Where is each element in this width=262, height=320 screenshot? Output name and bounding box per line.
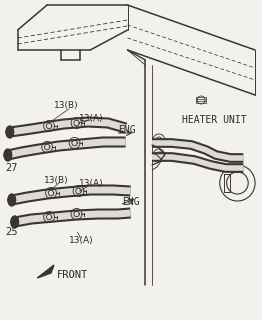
Text: 27: 27 [5, 163, 17, 173]
Ellipse shape [8, 194, 16, 206]
Ellipse shape [6, 126, 14, 138]
Text: 13(B): 13(B) [54, 100, 79, 109]
Text: 13(B): 13(B) [44, 175, 69, 185]
Text: 13(A): 13(A) [79, 114, 103, 123]
Text: HEATER UNIT: HEATER UNIT [182, 115, 246, 125]
Text: FRONT: FRONT [57, 270, 88, 280]
Text: 25: 25 [5, 227, 17, 237]
Ellipse shape [4, 149, 12, 161]
Ellipse shape [11, 216, 19, 228]
Text: ENG: ENG [122, 197, 139, 207]
Text: 13(A): 13(A) [79, 179, 103, 188]
Text: ENG: ENG [118, 125, 135, 135]
Text: 13(A): 13(A) [69, 236, 93, 244]
Polygon shape [37, 265, 54, 278]
